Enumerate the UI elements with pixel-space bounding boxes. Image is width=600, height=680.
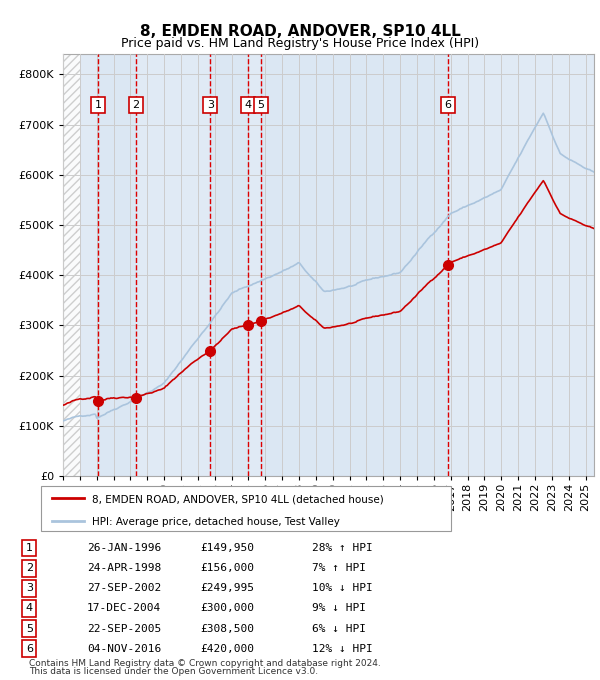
Text: 22-SEP-2005: 22-SEP-2005 xyxy=(87,624,161,634)
Text: 3: 3 xyxy=(26,583,33,594)
Text: £249,995: £249,995 xyxy=(200,583,254,594)
Bar xyxy=(211,54,248,476)
Bar xyxy=(261,54,448,476)
Text: £420,000: £420,000 xyxy=(200,644,254,653)
Text: 24-APR-1998: 24-APR-1998 xyxy=(87,563,161,573)
Text: Contains HM Land Registry data © Crown copyright and database right 2024.: Contains HM Land Registry data © Crown c… xyxy=(29,659,381,668)
Text: 6: 6 xyxy=(445,100,452,110)
Bar xyxy=(98,54,136,476)
Bar xyxy=(136,54,211,476)
Text: 2: 2 xyxy=(26,563,33,573)
Text: 4: 4 xyxy=(244,100,251,110)
Text: 3: 3 xyxy=(207,100,214,110)
Text: 28% ↑ HPI: 28% ↑ HPI xyxy=(311,543,372,553)
Text: 10% ↓ HPI: 10% ↓ HPI xyxy=(311,583,372,594)
Text: HPI: Average price, detached house, Test Valley: HPI: Average price, detached house, Test… xyxy=(92,517,340,527)
Text: 27-SEP-2002: 27-SEP-2002 xyxy=(87,583,161,594)
Text: 1: 1 xyxy=(94,100,101,110)
Bar xyxy=(248,54,261,476)
Text: This data is licensed under the Open Government Licence v3.0.: This data is licensed under the Open Gov… xyxy=(29,667,319,677)
Text: 26-JAN-1996: 26-JAN-1996 xyxy=(87,543,161,553)
Text: Price paid vs. HM Land Registry's House Price Index (HPI): Price paid vs. HM Land Registry's House … xyxy=(121,37,479,50)
Bar xyxy=(63,54,80,476)
Text: 2: 2 xyxy=(132,100,139,110)
Text: 6% ↓ HPI: 6% ↓ HPI xyxy=(311,624,365,634)
Text: 17-DEC-2004: 17-DEC-2004 xyxy=(87,603,161,613)
Text: £156,000: £156,000 xyxy=(200,563,254,573)
Bar xyxy=(448,54,594,476)
Text: £308,500: £308,500 xyxy=(200,624,254,634)
FancyBboxPatch shape xyxy=(41,486,451,531)
Text: 12% ↓ HPI: 12% ↓ HPI xyxy=(311,644,372,653)
Text: 5: 5 xyxy=(257,100,264,110)
Bar xyxy=(63,54,80,476)
Text: 7% ↑ HPI: 7% ↑ HPI xyxy=(311,563,365,573)
Bar xyxy=(80,54,98,476)
Text: 6: 6 xyxy=(26,644,33,653)
Text: 04-NOV-2016: 04-NOV-2016 xyxy=(87,644,161,653)
Text: £300,000: £300,000 xyxy=(200,603,254,613)
Text: 4: 4 xyxy=(26,603,33,613)
Text: 8, EMDEN ROAD, ANDOVER, SP10 4LL: 8, EMDEN ROAD, ANDOVER, SP10 4LL xyxy=(140,24,460,39)
Text: 9% ↓ HPI: 9% ↓ HPI xyxy=(311,603,365,613)
Text: 8, EMDEN ROAD, ANDOVER, SP10 4LL (detached house): 8, EMDEN ROAD, ANDOVER, SP10 4LL (detach… xyxy=(92,494,384,504)
Text: 5: 5 xyxy=(26,624,33,634)
Text: 1: 1 xyxy=(26,543,33,553)
Text: £149,950: £149,950 xyxy=(200,543,254,553)
